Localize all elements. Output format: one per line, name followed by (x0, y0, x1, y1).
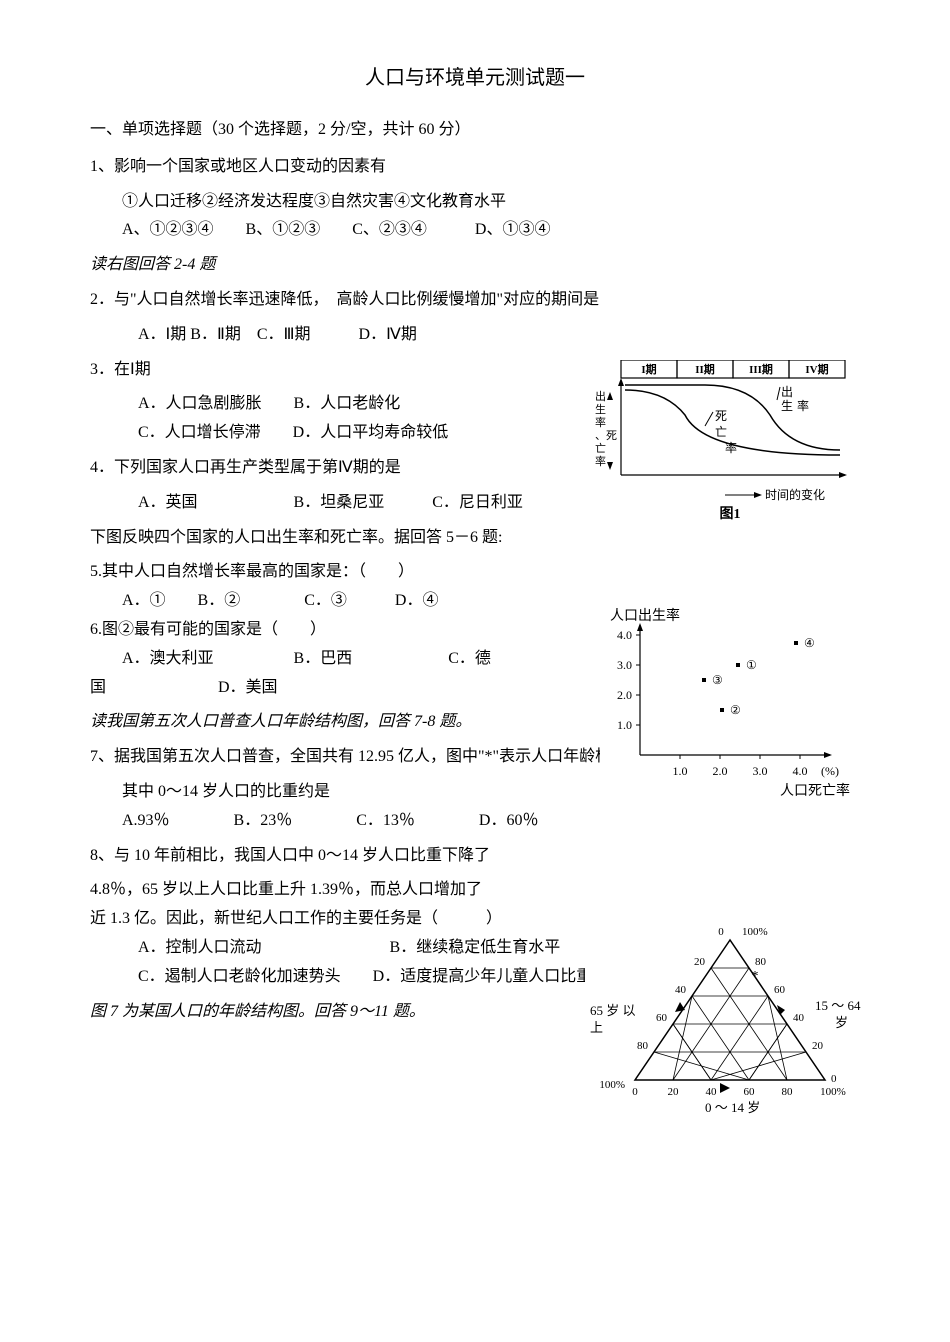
fig3-b-20: 20 (668, 1086, 680, 1098)
fig2-xt-3: 3.0 (753, 764, 768, 778)
q8-l1: 8、与 10 年前相比，我国人口中 0～14 岁人口比重下降了 (90, 842, 560, 871)
fig1-phase-3: III期 (749, 362, 773, 376)
fig2-yt-2: 2.0 (617, 688, 632, 702)
fig1-phase-4: IV期 (805, 362, 828, 376)
fig1-death-lbl-3: 率 (725, 440, 737, 455)
fig1-birth-lbl-2: 生 (781, 399, 793, 413)
q6-opts-2: 国 D．美国 (90, 674, 560, 703)
fig1-caption: 图1 (720, 506, 741, 522)
fig3-right-lbl-2: 岁 (835, 1015, 848, 1030)
q2-opts: A．Ⅰ期 B．Ⅱ期 C．Ⅲ期 D．Ⅳ期 (90, 321, 860, 350)
q8-l2: 4.8％，65 岁以上人口比重上升 1.39％，而总人口增加了 (90, 876, 560, 905)
fig3-r-40: 40 (793, 1012, 805, 1024)
fig2-point (794, 641, 798, 645)
fig3-l-80: 80 (637, 1040, 649, 1052)
fig1-birth-lbl-1: 出 (781, 385, 793, 399)
figure-2: 人口出生率 1.0 2.0 3.0 4.0 1.0 2.0 3.0 4.0 (%… (600, 605, 860, 826)
q6-opts-1: A．澳大利亚 B．巴西 C．德 (90, 645, 560, 674)
fig1-phase-1: I期 (641, 362, 656, 376)
fig1-ylabel-6: 率 (595, 454, 606, 468)
page-title: 人口与环境单元测试题一 (90, 60, 860, 96)
fig2-yt-1: 1.0 (617, 718, 632, 732)
fig3-b-100: 100% (820, 1086, 846, 1098)
fig1-death-lbl-1: 死 (715, 409, 727, 423)
fig2-xt-4: 4.0 (793, 764, 808, 778)
fig3-right-lbl-1: 15 ～ 64 (815, 998, 861, 1013)
fig1-death-lbl-2: 亡 (715, 425, 727, 439)
fig3-left-lbl-1: 65 岁 以 (590, 1003, 636, 1018)
fig3-l-60: 60 (656, 1012, 668, 1024)
read-2-4: 读右图回答 2-4 题 (90, 251, 860, 280)
fig3-l-100: 100% (599, 1079, 625, 1091)
fig3-top-100: 100% (742, 926, 768, 938)
q1-opts: A、①②③④ B、①②③ C、②③④ D、①③④ (90, 216, 860, 245)
fig2-point (720, 708, 724, 712)
fig3-b-40: 40 (706, 1086, 718, 1098)
q2: 2．与"人口自然增长率迅速降低， 高龄人口比例缓慢增加"对应的期间是 (90, 286, 860, 315)
fig2-point-label: ② (730, 703, 741, 717)
fig3-b-80: 80 (782, 1086, 794, 1098)
q1-sub: ①人口迁移②经济发达程度③自然灾害④文化教育水平 (90, 188, 860, 217)
fig3-r-80: 80 (755, 956, 767, 968)
figure-3: * 0 100% 20 40 60 80 100% 80 60 40 20 0 … (585, 920, 875, 1131)
fig2-yt-4: 4.0 (617, 628, 632, 642)
fig2-point (702, 678, 706, 682)
fig1-birth-lbl-3: 率 (797, 398, 809, 413)
fig1-ylabel-2: 生 (595, 402, 606, 416)
q8-l3: 近 1.3 亿。因此，新世纪人口工作的主要任务是（ ） (90, 905, 560, 934)
fig1-ylabel-4: 、死 (595, 430, 617, 442)
fig3-l-20: 20 (694, 956, 706, 968)
fig3-b-0: 0 (632, 1086, 638, 1098)
fig2-xt-2: 2.0 (713, 764, 728, 778)
fig1-ylabel-1: 出 (595, 389, 606, 403)
fig3-left-lbl-2: 上 (590, 1020, 603, 1035)
fig3-star-icon: * (752, 969, 759, 984)
fig3-l-40: 40 (675, 984, 687, 996)
fig1-ylabel-5: 亡 (595, 441, 606, 455)
q5: 5.其中人口自然增长率最高的国家是：（ ） (90, 558, 860, 587)
fig1-phase-2: II期 (695, 362, 715, 376)
fig2-point (736, 663, 740, 667)
figure-1: I期 II期 III期 IV期 出 生 率 、死 亡 率 出 生 率 死 亡 率… (585, 360, 875, 541)
fig1-xlabel: 时间的变化 (765, 487, 825, 502)
fig2-xt-1: 1.0 (673, 764, 688, 778)
fig2-point-label: ④ (804, 636, 815, 650)
q1: 1、影响一个国家或地区人口变动的因素有 (90, 153, 860, 182)
fig2-yt-3: 3.0 (617, 658, 632, 672)
fig2-point-label: ③ (712, 673, 723, 687)
q6: 6.图②最有可能的国家是（ ） (90, 616, 560, 645)
fig3-r-0: 0 (831, 1073, 837, 1085)
fig2-xlabel: 人口死亡率 (780, 782, 850, 799)
fig3-r-60: 60 (774, 984, 786, 996)
fig2-point-label: ① (746, 658, 757, 672)
fig2-xt-5: (%) (821, 764, 839, 778)
fig3-top-0: 0 (718, 926, 724, 938)
fig2-title: 人口出生率 (610, 607, 680, 624)
fig3-r-20: 20 (812, 1040, 824, 1052)
fig3-b-60: 60 (744, 1086, 756, 1098)
fig3-bottom-lbl: 0 ～ 14 岁 (705, 1100, 760, 1115)
section-1-header: 一、单项选择题（30 个选择题，2 分/空，共计 60 分） (90, 116, 860, 145)
fig1-ylabel-3: 率 (595, 415, 606, 429)
